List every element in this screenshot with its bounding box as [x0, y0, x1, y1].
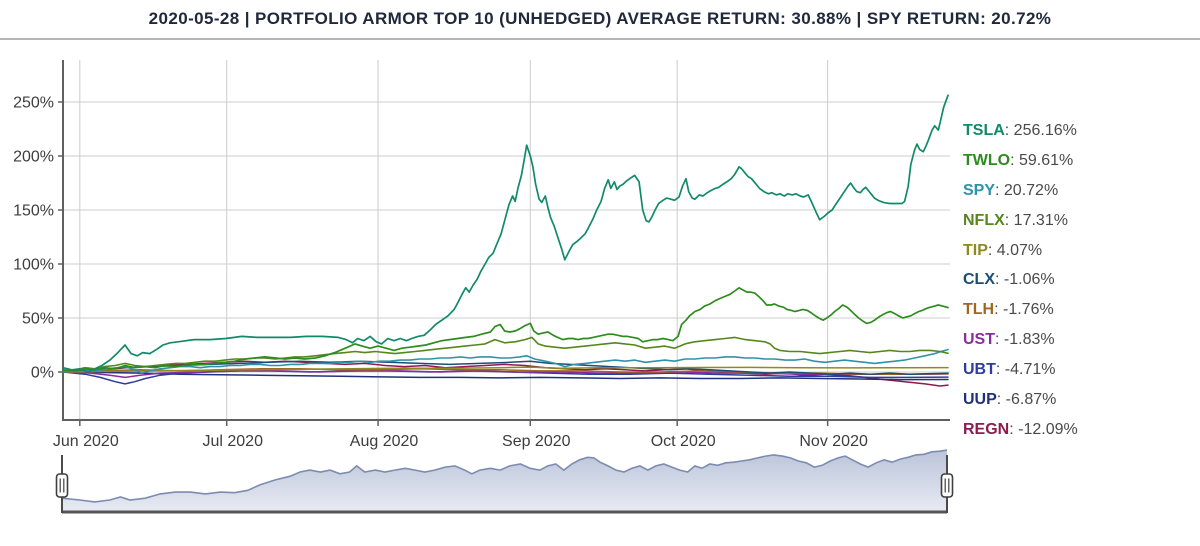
series-line-nflx [62, 336, 949, 372]
legend-item-ust[interactable]: UST: -1.83% [963, 325, 1193, 355]
legend-value: : 4.07% [987, 241, 1043, 259]
legend-value: : 59.61% [1010, 151, 1074, 169]
slider-handle-right[interactable] [940, 455, 954, 513]
legend-value: : 17.31% [1004, 211, 1068, 229]
slider-handle-right-grip[interactable] [940, 473, 954, 498]
legend-ticker: NFLX [963, 211, 1005, 229]
header-divider [0, 38, 1200, 40]
legend-ticker: UBT [963, 361, 996, 379]
axes [58, 60, 950, 426]
legend-ticker: REGN [963, 420, 1010, 438]
y-axis-label: 200% [13, 149, 54, 166]
legend-value: : 256.16% [1004, 121, 1077, 139]
legend-value: : -4.71% [995, 361, 1056, 379]
series-line-clx [62, 360, 949, 375]
slider-handle-left-grip[interactable] [55, 473, 69, 498]
legend-ticker: CLX [963, 271, 995, 289]
navigator-area [62, 450, 947, 511]
legend-item-tlh[interactable]: TLH: -1.76% [963, 295, 1193, 325]
legend-value: : -1.06% [995, 271, 1055, 289]
legend-ticker: SPY [963, 181, 996, 199]
legend-item-tsla[interactable]: TSLA: 256.16% [963, 116, 1193, 146]
series-line-ust [62, 370, 949, 379]
legend-value: : -6.87% [996, 390, 1057, 408]
legend-ticker: UUP [963, 390, 997, 408]
series-line-spy [62, 348, 949, 374]
legend-item-tip[interactable]: TIP: 4.07% [963, 236, 1193, 266]
chart-legend: TSLA: 256.16% TWLO: 59.61% SPY: 20.72% NFLX… [963, 116, 1193, 445]
legend-ticker: TLH [963, 301, 995, 319]
chart-title: 2020-05-28 | PORTFOLIO ARMOR TOP 10 (UNH… [148, 8, 1052, 28]
axis-labels: 250% 200% 150% 100% 50% 0% Jun 2020 Jul 2020 Aug… [13, 95, 868, 451]
series-line-uup [62, 371, 949, 381]
plot-area[interactable] [63, 60, 950, 420]
x-axis-label: Nov 2020 [799, 433, 868, 450]
legend-item-nflx[interactable]: NFLX: 17.31% [963, 206, 1193, 236]
legend-ticker: TWLO [963, 151, 1011, 169]
legend-item-clx[interactable]: CLX: -1.06% [963, 265, 1193, 295]
y-axis-label: 250% [13, 95, 54, 112]
legend-item-regn[interactable]: REGN: -12.09% [963, 415, 1193, 445]
legend-item-uup[interactable]: UUP: -6.87% [963, 385, 1193, 415]
x-axis-label: Jul 2020 [202, 433, 263, 450]
y-axis-label: 50% [22, 311, 54, 328]
legend-value: : -1.76% [994, 301, 1054, 319]
legend-value: : 20.72% [995, 181, 1059, 199]
legend-ticker: TSLA [963, 121, 1005, 139]
series-lines [62, 94, 949, 387]
x-axis-label: Oct 2020 [651, 433, 716, 450]
navigator-line [61, 449, 948, 503]
legend-item-ubt[interactable]: UBT: -4.71% [963, 355, 1193, 385]
x-axis-label: Sep 2020 [502, 433, 571, 450]
x-axis-label: Jun 2020 [53, 433, 119, 450]
legend-ticker: TIP [963, 241, 988, 259]
legend-value: : -1.83% [995, 331, 1055, 349]
y-axis-label: 150% [13, 203, 54, 220]
slider-handle-left[interactable] [55, 455, 69, 513]
series-line-tip [62, 366, 949, 373]
legend-ticker: UST [963, 331, 995, 349]
navigator-track[interactable] [62, 450, 947, 511]
y-axis-label: 0% [31, 365, 54, 382]
legend-item-spy[interactable]: SPY: 20.72% [963, 176, 1193, 206]
y-axis-label: 100% [13, 257, 54, 274]
series-line-tsla [62, 94, 949, 373]
x-axis-label: Aug 2020 [350, 433, 419, 450]
legend-value: : -12.09% [1009, 420, 1078, 438]
series-line-twlo [62, 286, 949, 372]
legend-item-twlo[interactable]: TWLO: 59.61% [963, 146, 1193, 176]
navigator [55, 449, 954, 514]
chart-header: 2020-05-28 | PORTFOLIO ARMOR TOP 10 (UNH… [0, 0, 1200, 37]
